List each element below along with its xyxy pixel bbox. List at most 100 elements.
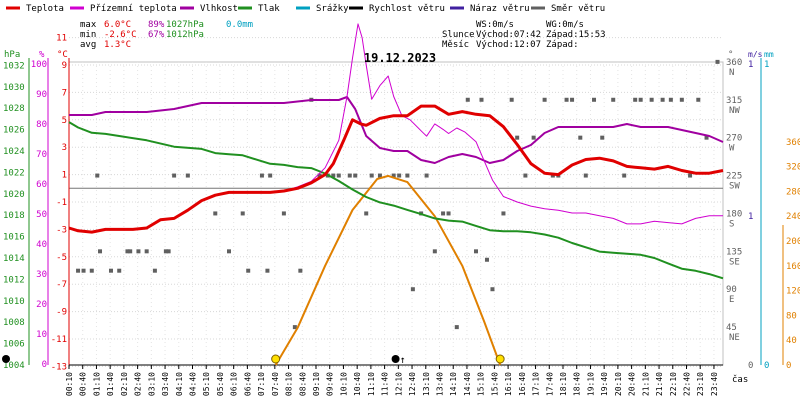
- temp-tick: 3: [62, 143, 67, 153]
- time-tick: 17:10: [532, 372, 541, 396]
- temp-tick: -7: [56, 280, 67, 290]
- wind-direction-dot: [446, 211, 451, 216]
- stat-max-label: max: [80, 20, 97, 30]
- time-tick: 18:40: [573, 372, 582, 396]
- wind-direction-dot: [172, 173, 177, 178]
- hpa-tick: 1032: [3, 61, 25, 71]
- wind-direction-dot: [281, 211, 286, 216]
- time-tick: 00:10: [65, 372, 74, 396]
- sun-set: Západ:15:53: [546, 30, 606, 40]
- ms-top-tick: 1: [748, 60, 753, 70]
- series-line-1: [283, 23, 723, 225]
- stat-min-press: 1012hPa: [166, 30, 204, 40]
- legend-label: Srážky: [316, 4, 349, 14]
- time-tick: 17:40: [545, 372, 554, 396]
- time-tick: 06:10: [230, 372, 239, 396]
- wind-direction-dot: [292, 325, 297, 330]
- temp-tick: 9: [62, 61, 67, 71]
- time-tick: 03:40: [161, 372, 170, 396]
- sun-marker: [495, 354, 505, 364]
- sun-tick: 360: [786, 138, 800, 148]
- wind-direction-dot: [715, 59, 720, 64]
- time-tick: 16:10: [504, 372, 513, 396]
- sun-tick: 200: [786, 237, 800, 247]
- wind-direction-dot: [509, 97, 514, 102]
- time-tick: 23:40: [710, 372, 719, 396]
- wind-direction-dot: [298, 268, 303, 273]
- moon-set: Západ:: [546, 40, 579, 50]
- time-tick: 21:10: [641, 372, 650, 396]
- wind-direction-dot: [268, 173, 273, 178]
- stat-max-temp: 6.0°C: [104, 20, 131, 30]
- wind-direction-dot: [515, 135, 520, 140]
- wind-direction-dot: [432, 249, 437, 254]
- wind-direction-dot: [152, 268, 157, 273]
- dir-deg-tick: 45: [726, 323, 737, 333]
- wind-direction-dot: [484, 257, 489, 262]
- legend-label: Náraz větru: [470, 4, 530, 14]
- temp-unit: °C: [57, 50, 68, 60]
- wind-direction-dot: [638, 97, 643, 102]
- time-tick: 00:40: [79, 372, 88, 396]
- pct-tick: 50: [36, 210, 47, 220]
- wind-direction-dot: [611, 97, 616, 102]
- stat-min-temp: -2.6°C: [104, 30, 137, 40]
- wind-direction-dot: [117, 268, 122, 273]
- wind-direction-dot: [331, 173, 336, 178]
- hpa-tick: 1006: [3, 340, 25, 350]
- dir-deg-tick: 90: [726, 285, 737, 295]
- mm-unit: mm: [764, 50, 774, 59]
- series-line-0: [68, 104, 724, 234]
- stat-max-rain: 0.0mm: [226, 20, 253, 30]
- hpa-unit: hPa: [4, 50, 20, 60]
- hpa-tick: 1010: [3, 297, 25, 307]
- time-tick: 09:40: [326, 372, 335, 396]
- wind-direction-dot: [622, 173, 627, 178]
- plot-frame: [68, 61, 724, 366]
- wind-direction-dot: [704, 135, 709, 140]
- wind-direction-dot: [441, 211, 446, 216]
- time-tick: 16:40: [518, 372, 527, 396]
- time-tick: 01:40: [106, 372, 115, 396]
- time-tick: 09:10: [312, 372, 321, 396]
- wind-direction-dot: [265, 268, 270, 273]
- pct-unit: %: [39, 50, 45, 60]
- pct-tick: 80: [36, 120, 47, 130]
- wind-direction-dot: [95, 173, 100, 178]
- wind-direction-dot: [397, 173, 402, 178]
- wind-direction-dot: [679, 97, 684, 102]
- time-tick: 05:10: [202, 372, 211, 396]
- pct-tick: 40: [36, 240, 47, 250]
- dir-name-tick: SW: [729, 182, 740, 192]
- series-line-3: [68, 121, 724, 280]
- temp-tick: 5: [62, 116, 67, 126]
- time-tick: 12:40: [408, 372, 417, 396]
- wind-direction-dot: [163, 249, 168, 254]
- wind-direction-dot: [578, 135, 583, 140]
- hpa-tick: 1014: [3, 254, 25, 264]
- wind-direction-dot: [688, 173, 693, 178]
- time-tick: 06:40: [243, 372, 252, 396]
- wind-direction-dot: [353, 173, 358, 178]
- dir-deg-tick: 315: [726, 96, 742, 106]
- ms-mid-tick: 1: [748, 212, 753, 222]
- wind-direction-dot: [364, 211, 369, 216]
- wind-direction-dot: [633, 97, 638, 102]
- wind-direction-dot: [259, 173, 264, 178]
- dir-deg-tick: 270: [726, 134, 742, 144]
- sun-tick: 320: [786, 163, 800, 173]
- stat-avg-label: avg: [80, 40, 96, 50]
- temp-tick: 11: [56, 34, 67, 44]
- sun-tick: 160: [786, 262, 800, 272]
- wind-arrow: ↑: [400, 355, 406, 366]
- time-tick: 02:10: [120, 372, 129, 396]
- chart-title: 19.12.2023: [364, 51, 436, 65]
- time-tick: 19:10: [586, 372, 595, 396]
- temp-tick: -13: [51, 362, 67, 372]
- wind-direction-dot: [649, 97, 654, 102]
- wind-direction-dot: [479, 97, 484, 102]
- pct-tick: 60: [36, 180, 47, 190]
- wind-direction-dot: [166, 249, 171, 254]
- time-tick: 23:10: [696, 372, 705, 396]
- wind-direction-dot: [454, 325, 459, 330]
